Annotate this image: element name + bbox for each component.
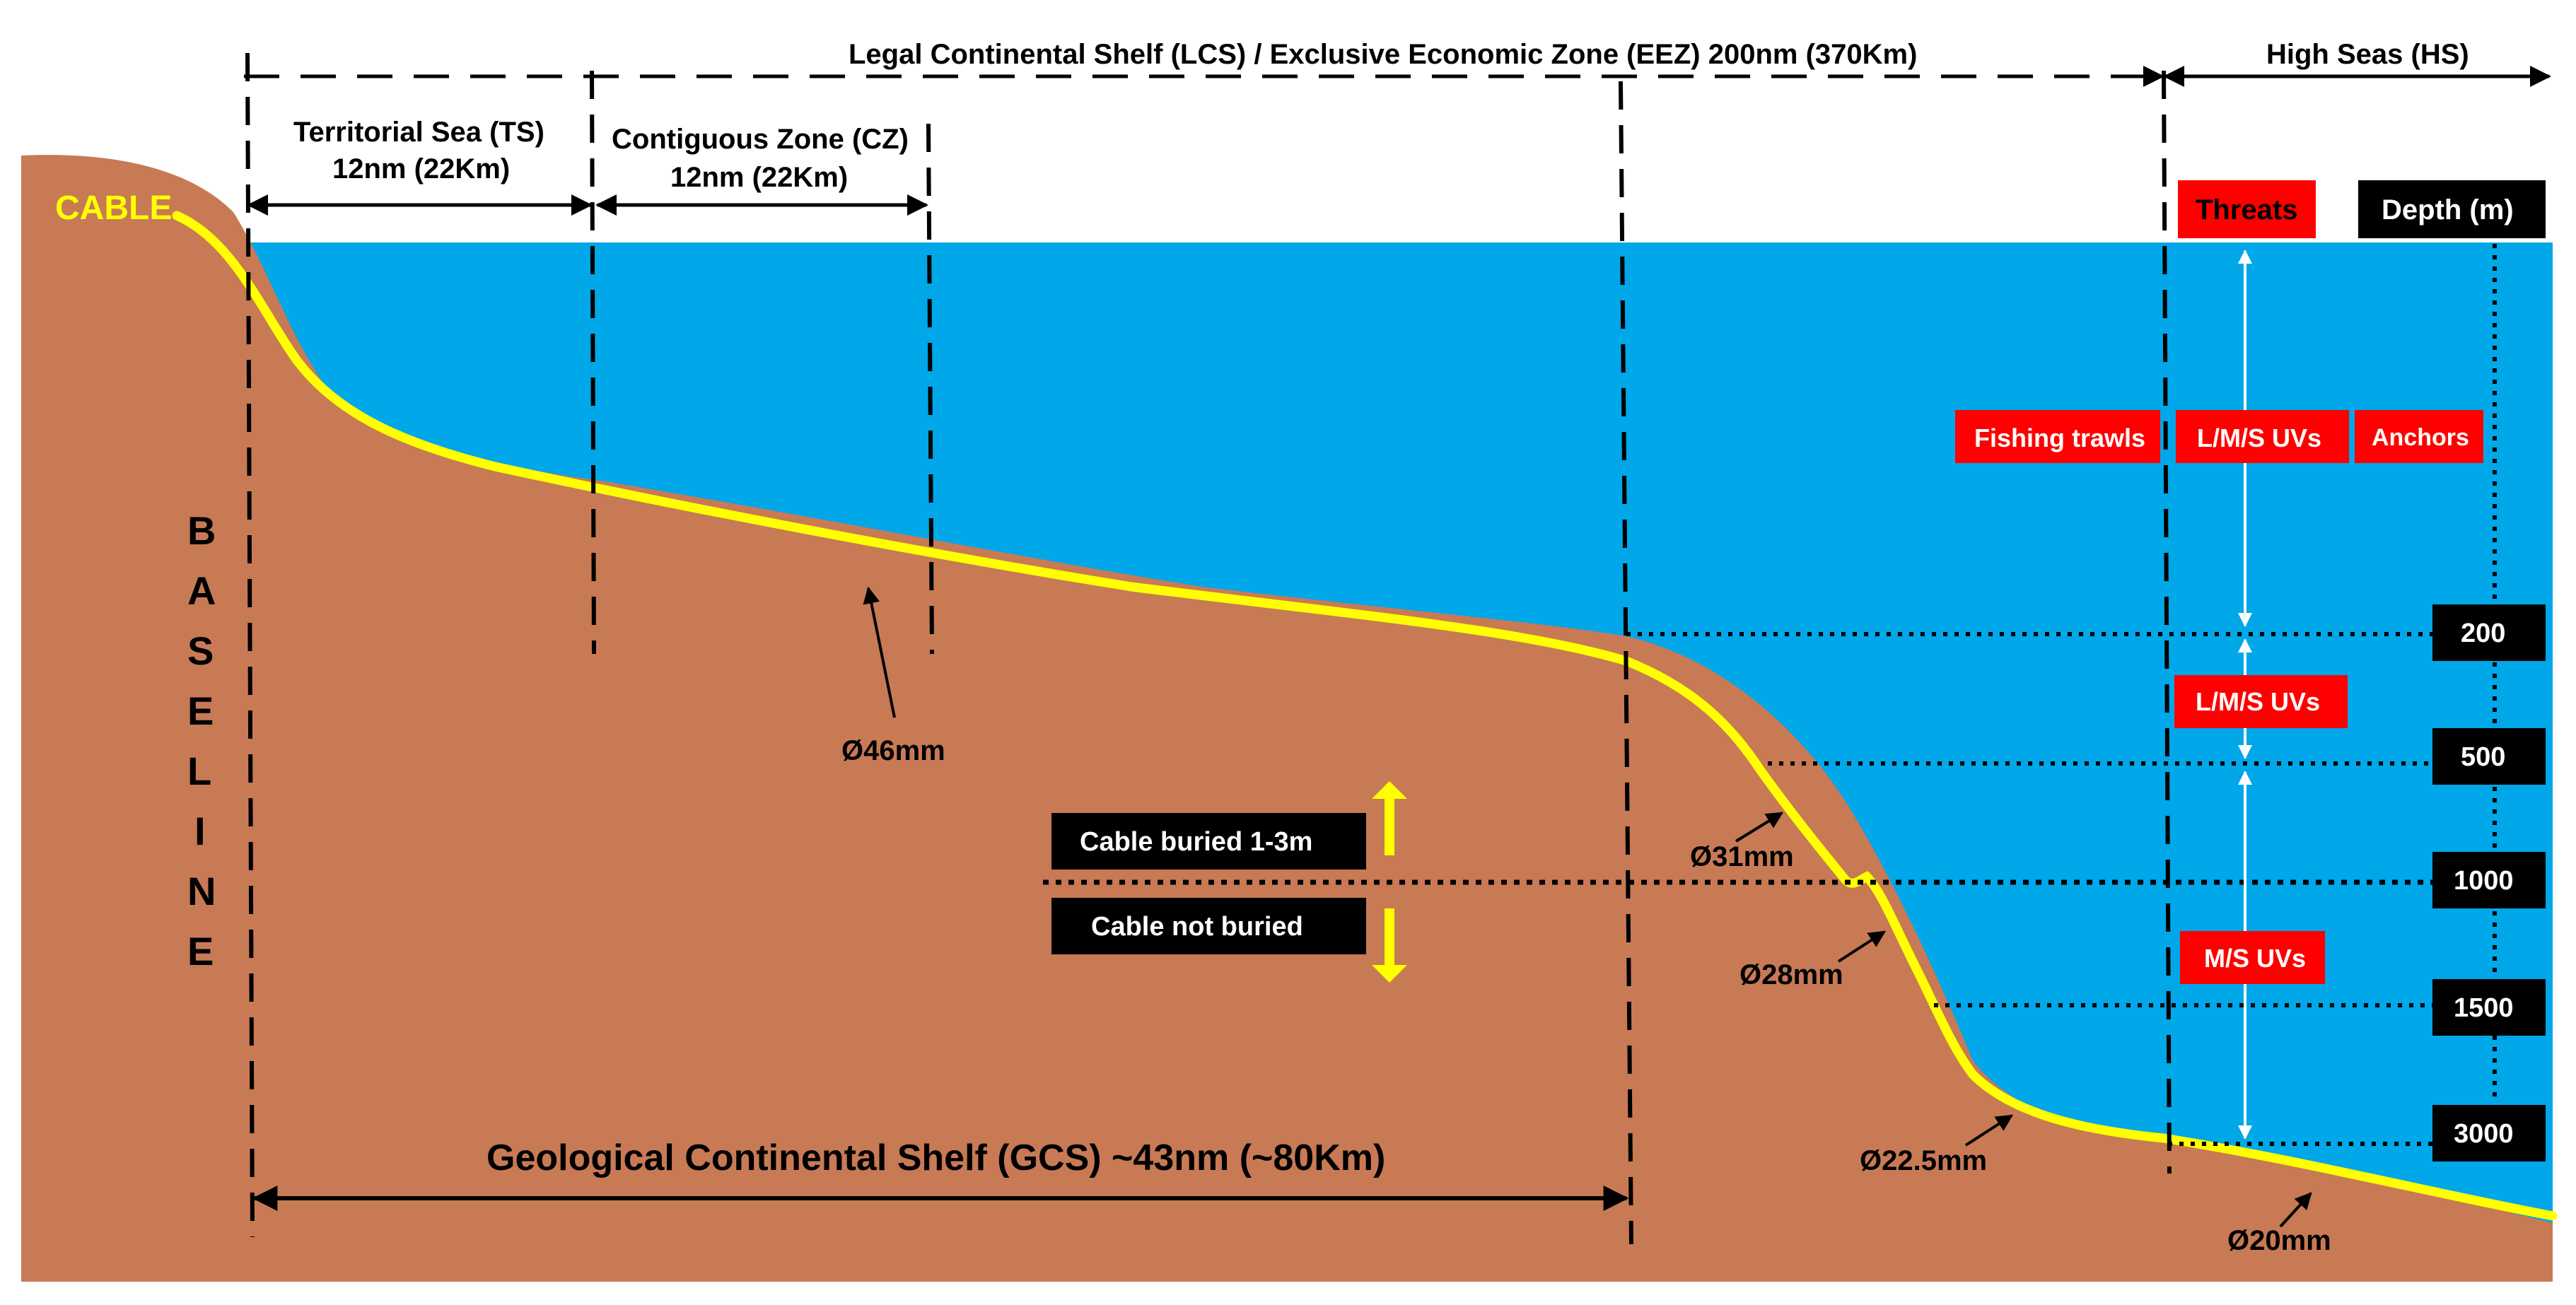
cable-not-buried-label: Cable not buried: [1091, 912, 1303, 942]
ms-uvs-box: [2180, 931, 2325, 984]
lms-uvs-label-2: L/M/S UVs: [2196, 687, 2320, 716]
baseline-line: [245, 52, 255, 1238]
threats-header: Threats: [2196, 194, 2298, 226]
baseline-letter: B: [187, 508, 216, 553]
threats-header-box: [2178, 180, 2316, 238]
cable-buried-label: Cable buried 1-3m: [1080, 827, 1312, 857]
depth-box-1000: [2432, 852, 2546, 908]
diameter-46: Ø46mm: [841, 735, 945, 766]
depth-header-box: [2358, 180, 2546, 238]
gcs-label: Geological Continental Shelf (GCS) ~43nm…: [486, 1137, 1385, 1178]
pointer-31: [1735, 812, 1784, 843]
depth-value-500: 500: [2461, 742, 2505, 772]
baseline-letter: E: [187, 929, 214, 973]
diameter-22-5: Ø22.5mm: [1860, 1145, 1987, 1176]
cable-not-buried-box: [1051, 898, 1366, 954]
depth-box-3000: [2432, 1105, 2546, 1161]
lcs-eez-label: Legal Continental Shelf (LCS) / Exclusiv…: [849, 39, 1917, 70]
cz-boundary-line: [926, 123, 934, 655]
cz-label-1: Contiguous Zone (CZ): [612, 124, 909, 155]
pointer-22-5: [1964, 1114, 2014, 1147]
depth-header: Depth (m): [2382, 194, 2514, 226]
ms-uvs-label: M/S UVs: [2204, 944, 2306, 973]
depth-value-200: 200: [2461, 619, 2505, 648]
baseline-letter: E: [187, 689, 214, 733]
baseline-letter: A: [187, 568, 216, 613]
baseline-letter: I: [194, 809, 206, 853]
ts-boundary-line: [590, 70, 596, 655]
lms-uvs-box-1: [2176, 410, 2349, 463]
fishing-trawls-box: [1955, 410, 2160, 463]
anchors-label: Anchors: [2372, 424, 2469, 451]
diameter-20: Ø20mm: [2227, 1225, 2331, 1256]
depth-value-1500: 1500: [2454, 993, 2514, 1023]
baseline-label: B A S E L I N E: [187, 508, 216, 973]
baseline-letter: L: [187, 749, 211, 793]
diameter-28: Ø28mm: [1739, 959, 1843, 990]
diameter-31: Ø31mm: [1690, 841, 1794, 872]
eez-boundary-line: [2162, 70, 2172, 1174]
depth-value-3000: 3000: [2454, 1119, 2514, 1149]
seabed: [21, 155, 2553, 1282]
depth-box-200: [2432, 604, 2546, 661]
buried-up-arrowhead: [1372, 781, 1407, 799]
cable: [172, 211, 2558, 1221]
depth-box-1500: [2432, 979, 2546, 1036]
pointer-46: [863, 586, 896, 718]
fishing-trawls-label: Fishing trawls: [1974, 423, 2145, 452]
lms-uvs-label-1: L/M/S UVs: [2197, 423, 2321, 452]
high-seas-label: High Seas (HS): [2266, 39, 2469, 70]
depth-value-1000: 1000: [2454, 866, 2514, 896]
not-buried-down-arrowhead: [1372, 965, 1407, 983]
anchors-box: [2355, 410, 2483, 463]
baseline-letter: S: [187, 628, 214, 673]
ts-label-2: 12nm (22Km): [332, 153, 510, 185]
baseline-letter: N: [187, 869, 216, 913]
gcs-boundary-line: [1619, 81, 1633, 1245]
cable-buried-box: [1051, 813, 1366, 870]
pointer-28: [1837, 930, 1887, 963]
lms-uvs-box-2: [2174, 675, 2348, 728]
pointer-20: [2279, 1192, 2312, 1228]
cable-label: CABLE: [55, 189, 172, 227]
ts-label-1: Territorial Sea (TS): [293, 117, 544, 148]
cz-label-2: 12nm (22Km): [670, 162, 848, 193]
depth-box-500: [2432, 728, 2546, 785]
